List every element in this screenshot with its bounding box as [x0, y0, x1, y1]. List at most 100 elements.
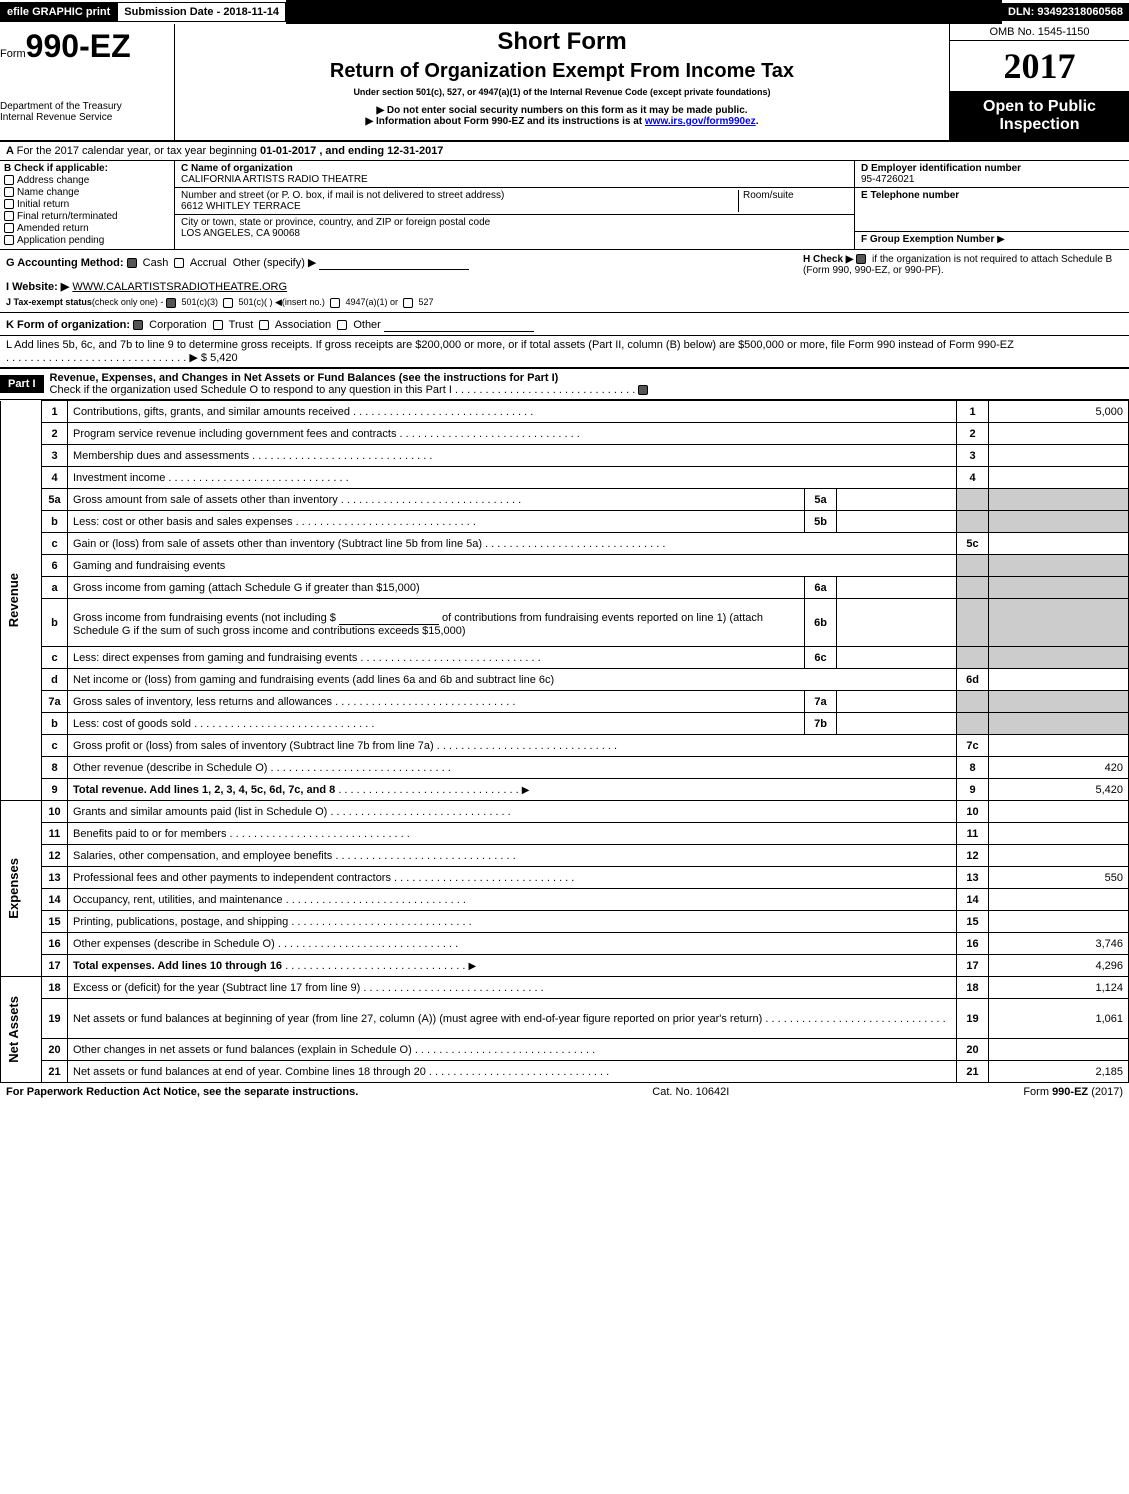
- table-row: Revenue 1 Contributions, gifts, grants, …: [1, 401, 1129, 423]
- valcol: 1,061: [989, 999, 1129, 1039]
- valcol: 2,185: [989, 1061, 1129, 1083]
- lineno: 11: [42, 823, 68, 845]
- table-row: 9 Total revenue. Add lines 1, 2, 3, 4, 5…: [1, 779, 1129, 801]
- lineno: d: [42, 669, 68, 691]
- table-row: 20 Other changes in net assets or fund b…: [1, 1039, 1129, 1061]
- line5c-desc: Gain or (loss) from sale of assets other…: [73, 538, 665, 550]
- footer-right-post: (2017): [1088, 1086, 1123, 1098]
- numcol: 6d: [957, 669, 989, 691]
- lineno: 14: [42, 889, 68, 911]
- line6a-desc: Gross income from gaming (attach Schedul…: [73, 582, 420, 594]
- j-4947: 4947(a)(1) or: [345, 297, 398, 307]
- expenses-label: Expenses: [6, 858, 21, 919]
- revenue-label: Revenue: [6, 573, 21, 627]
- lineno: 2: [42, 423, 68, 445]
- lineno: 16: [42, 933, 68, 955]
- valcol-shade: [989, 511, 1129, 533]
- line6b-input[interactable]: [339, 609, 439, 625]
- table-row: 8 Other revenue (describe in Schedule O)…: [1, 757, 1129, 779]
- c-name-label: C Name of organization: [181, 163, 848, 174]
- dot-leader: [6, 352, 186, 364]
- header-left: Form990-EZ Department of the Treasury In…: [0, 24, 175, 140]
- k-label: K Form of organization:: [6, 319, 130, 331]
- arrow-icon: ▶: [997, 234, 1005, 245]
- cb-initial-return[interactable]: Initial return: [4, 199, 170, 210]
- k-trust: Trust: [229, 319, 254, 331]
- line-k: K Form of organization: Corporation Trus…: [0, 313, 1129, 336]
- cb-amended-return[interactable]: Amended return: [4, 223, 170, 234]
- valcol-shade: [989, 691, 1129, 713]
- lineno: a: [42, 577, 68, 599]
- lineno: b: [42, 599, 68, 647]
- dept-treasury: Department of the Treasury: [0, 101, 168, 112]
- midval: [837, 647, 957, 669]
- website-link[interactable]: WWW.CALARTISTSRADIOTHEATRE.ORG: [72, 281, 287, 293]
- numcol: 7c: [957, 735, 989, 757]
- lineno: 20: [42, 1039, 68, 1061]
- lineno: 4: [42, 467, 68, 489]
- line20-desc: Other changes in net assets or fund bala…: [73, 1044, 595, 1056]
- lineno: 3: [42, 445, 68, 467]
- table-row: b Less: cost of goods sold 7b: [1, 713, 1129, 735]
- numcol: 1: [957, 401, 989, 423]
- numcol: 9: [957, 779, 989, 801]
- numcol-shade: [957, 599, 989, 647]
- line6d-desc: Net income or (loss) from gaming and fun…: [73, 674, 554, 686]
- i-label: I Website: ▶: [6, 281, 69, 293]
- numcol: 16: [957, 933, 989, 955]
- table-row: 17 Total expenses. Add lines 10 through …: [1, 955, 1129, 977]
- cb-address-change[interactable]: Address change: [4, 175, 170, 186]
- valcol: [989, 911, 1129, 933]
- numcol: 10: [957, 801, 989, 823]
- cb-name-change[interactable]: Name change: [4, 187, 170, 198]
- numcol: 19: [957, 999, 989, 1039]
- midval: [837, 691, 957, 713]
- return-title: Return of Organization Exempt From Incom…: [181, 60, 943, 83]
- table-row: 7a Gross sales of inventory, less return…: [1, 691, 1129, 713]
- cb-application-pending[interactable]: Application pending: [4, 235, 170, 246]
- checkbox-icon: [4, 175, 14, 185]
- line8-desc: Other revenue (describe in Schedule O): [73, 762, 451, 774]
- table-row: Net Assets 18 Excess or (deficit) for th…: [1, 977, 1129, 999]
- midnum: 7b: [805, 713, 837, 735]
- table-row: 21 Net assets or fund balances at end of…: [1, 1061, 1129, 1083]
- lineno: c: [42, 735, 68, 757]
- k-other-input[interactable]: [384, 316, 534, 332]
- valcol: 3,746: [989, 933, 1129, 955]
- midval: [837, 599, 957, 647]
- midnum: 6b: [805, 599, 837, 647]
- table-row: 12 Salaries, other compensation, and emp…: [1, 845, 1129, 867]
- cb-final-return[interactable]: Final return/terminated: [4, 211, 170, 222]
- ein: 95-4726021: [861, 174, 1123, 185]
- under-section: Under section 501(c), 527, or 4947(a)(1)…: [181, 87, 943, 97]
- cb-address-change-label: Address change: [17, 175, 89, 186]
- g-other-input[interactable]: [319, 254, 469, 270]
- e-label: E Telephone number: [861, 190, 1123, 201]
- numcol: 13: [957, 867, 989, 889]
- midnum: 5a: [805, 489, 837, 511]
- numcol: 4: [957, 467, 989, 489]
- line4-desc: Investment income: [73, 472, 349, 484]
- numcol-shade: [957, 489, 989, 511]
- footer-right: Form 990-EZ (2017): [1023, 1086, 1123, 1098]
- header-middle: Short Form Return of Organization Exempt…: [175, 24, 949, 140]
- numcol: 20: [957, 1039, 989, 1061]
- numcol: 15: [957, 911, 989, 933]
- table-row: d Net income or (loss) from gaming and f…: [1, 669, 1129, 691]
- table-row: 5a Gross amount from sale of assets othe…: [1, 489, 1129, 511]
- valcol-shade: [989, 577, 1129, 599]
- part1-desc-text: Revenue, Expenses, and Changes in Net As…: [50, 372, 559, 384]
- line3-desc: Membership dues and assessments: [73, 450, 432, 462]
- lineno: 8: [42, 757, 68, 779]
- instr-link[interactable]: www.irs.gov/form990ez: [645, 116, 756, 127]
- tax-year-begin: 01-01-2017: [260, 145, 316, 157]
- valcol: 420: [989, 757, 1129, 779]
- org-name: CALIFORNIA ARTISTS RADIO THEATRE: [181, 174, 848, 185]
- city-state-zip: LOS ANGELES, CA 90068: [181, 228, 848, 239]
- valcol: [989, 445, 1129, 467]
- table-row: 14 Occupancy, rent, utilities, and maint…: [1, 889, 1129, 911]
- j-501c3: 501(c)(3): [181, 297, 218, 307]
- header: Form990-EZ Department of the Treasury In…: [0, 24, 1129, 142]
- table-row: c Gross profit or (loss) from sales of i…: [1, 735, 1129, 757]
- j-label: J Tax-exempt status: [6, 297, 92, 307]
